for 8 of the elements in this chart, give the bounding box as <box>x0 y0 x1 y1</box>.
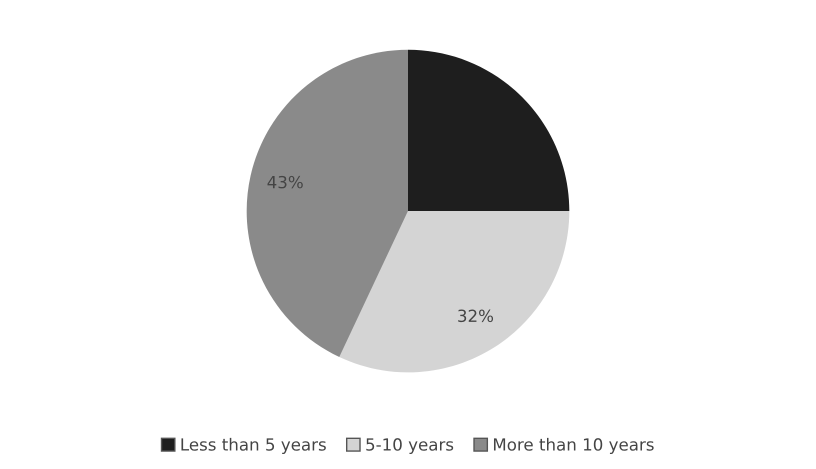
legend-label: 5-10 years <box>366 438 454 454</box>
pie-slice <box>339 211 570 372</box>
legend-label: More than 10 years <box>494 438 654 454</box>
data-label: 32% <box>458 310 494 322</box>
legend-label: Less than 5 years <box>181 438 326 454</box>
pie-slice <box>246 50 408 358</box>
data-label: 43% <box>267 176 303 188</box>
pie-slice <box>408 50 570 212</box>
